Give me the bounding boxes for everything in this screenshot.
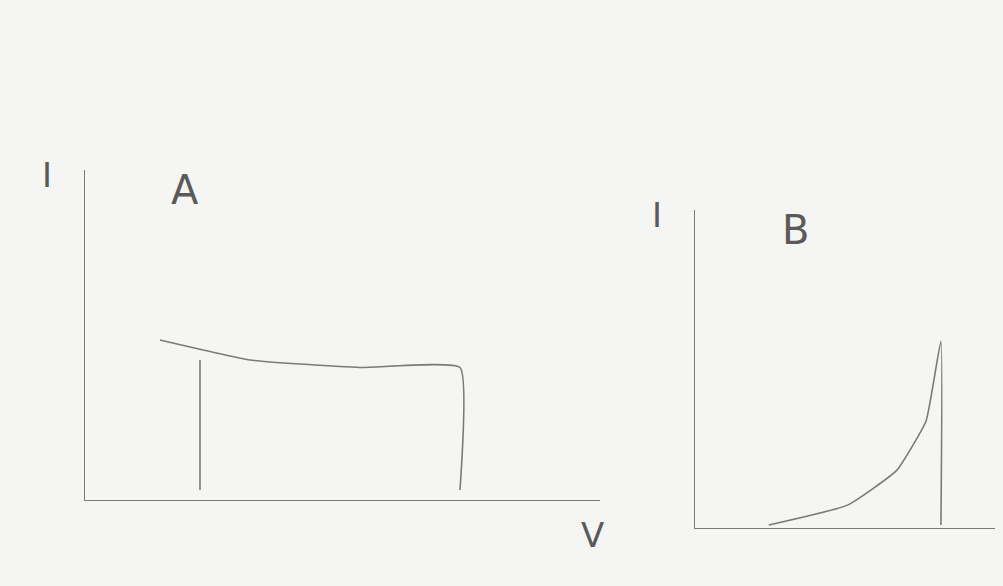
svg-text:V: V xyxy=(581,515,604,555)
svg-text:A: A xyxy=(171,167,199,213)
svg-text:I: I xyxy=(42,155,52,195)
svg-text:I: I xyxy=(652,195,662,235)
svg-text:B: B xyxy=(782,207,809,253)
